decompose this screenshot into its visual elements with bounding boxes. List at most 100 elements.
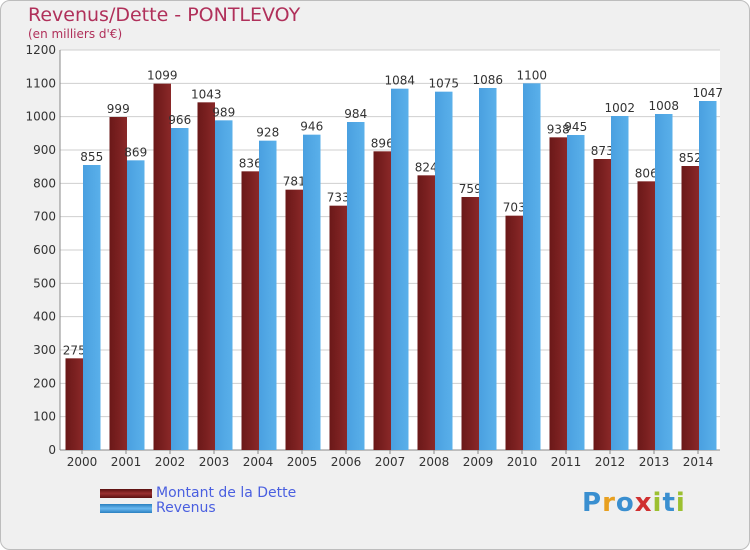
bar-dette [197, 102, 215, 450]
bar-dette [65, 358, 83, 450]
data-label-dette: 703 [503, 201, 526, 215]
x-tick-label: 2004 [243, 455, 274, 469]
bar-dette [549, 137, 567, 451]
y-tick-label: 1000 [25, 110, 56, 124]
data-label-revenus: 1075 [428, 77, 459, 91]
bar-revenus [435, 91, 453, 451]
data-label-dette: 852 [679, 151, 702, 165]
chart-title: Revenus/Dette - PONTLEVOY [28, 4, 301, 26]
bar-revenus [523, 83, 541, 450]
y-tick-label: 600 [33, 243, 56, 257]
legend-label-revenus: Revenus [156, 500, 216, 516]
y-tick-label: 300 [33, 343, 56, 357]
data-label-revenus: 1086 [472, 73, 503, 87]
data-label-revenus: 984 [344, 107, 367, 121]
data-label-dette: 999 [107, 102, 130, 116]
chart-subtitle: (en milliers d'€) [28, 27, 123, 41]
data-label-dette: 275 [63, 343, 86, 357]
y-tick-label: 200 [33, 376, 56, 390]
bar-dette [285, 189, 303, 450]
bar-revenus [655, 114, 673, 450]
bar-revenus [171, 128, 189, 450]
bar-revenus [259, 140, 277, 450]
bar-revenus [127, 160, 145, 451]
data-label-revenus: 1047 [692, 86, 723, 100]
data-label-revenus: 855 [80, 150, 103, 164]
data-label-dette: 1099 [147, 69, 178, 83]
data-label-revenus: 1100 [516, 68, 547, 82]
x-tick-label: 2003 [199, 455, 230, 469]
logo-letter: i [652, 488, 663, 518]
logo-letter: t [662, 488, 676, 518]
y-tick-label: 800 [33, 176, 56, 190]
x-tick-label: 2005 [287, 455, 318, 469]
bar-dette [329, 205, 347, 450]
x-tick-label: 2011 [551, 455, 582, 469]
legend-swatch-dette [100, 489, 152, 498]
x-tick-label: 2002 [155, 455, 186, 469]
data-label-revenus: 1084 [384, 74, 415, 88]
data-label-revenus: 966 [168, 113, 191, 127]
bar-revenus [567, 135, 585, 450]
x-tick-label: 2013 [639, 455, 670, 469]
logo-letter: i [675, 488, 686, 518]
y-tick-label: 1200 [25, 43, 56, 57]
logo-letter: o [615, 488, 635, 518]
bar-dette [241, 171, 259, 451]
data-label-dette: 781 [283, 175, 306, 189]
data-label-dette: 873 [591, 144, 614, 158]
logo-letter: P [582, 488, 603, 518]
legend-swatch-revenus [100, 504, 152, 513]
x-tick-label: 2009 [463, 455, 494, 469]
y-tick-label: 400 [33, 310, 56, 324]
y-tick-label: 500 [33, 276, 56, 290]
data-label-revenus: 928 [256, 126, 279, 140]
bar-revenus [215, 120, 233, 450]
data-label-dette: 733 [327, 191, 350, 205]
data-label-dette: 896 [371, 136, 394, 150]
y-tick-label: 0 [48, 443, 56, 457]
logo-letter: x [634, 488, 653, 518]
bar-dette [637, 181, 655, 451]
y-tick-label: 1100 [25, 76, 56, 90]
data-label-dette: 824 [415, 160, 438, 174]
bar-revenus [479, 88, 497, 450]
bar-dette [373, 151, 391, 451]
data-label-dette: 806 [635, 166, 658, 180]
x-tick-label: 2000 [67, 455, 98, 469]
y-tick-label: 900 [33, 143, 56, 157]
y-tick-label: 100 [33, 410, 56, 424]
bar-revenus [347, 122, 365, 450]
x-tick-label: 2010 [507, 455, 538, 469]
logo-letter: r [602, 488, 616, 518]
data-label-revenus: 989 [212, 105, 235, 119]
x-tick-label: 2001 [111, 455, 142, 469]
legend-label-dette: Montant de la Dette [156, 485, 297, 501]
data-label-revenus: 946 [300, 120, 323, 134]
x-tick-label: 2014 [683, 455, 714, 469]
bar-dette [109, 117, 127, 450]
x-tick-label: 2006 [331, 455, 362, 469]
x-tick-label: 2008 [419, 455, 450, 469]
bar-dette [505, 215, 523, 450]
bar-revenus [83, 165, 101, 450]
proxiti-logo: Proxiti [582, 488, 686, 518]
x-tick-label: 2007 [375, 455, 406, 469]
data-label-revenus: 945 [564, 120, 587, 134]
bar-dette [681, 166, 699, 450]
bar-revenus [611, 116, 629, 450]
data-label-dette: 836 [239, 156, 262, 170]
data-label-dette: 938 [547, 122, 570, 136]
x-tick-label: 2012 [595, 455, 626, 469]
data-label-revenus: 1002 [604, 101, 635, 115]
data-label-dette: 759 [459, 182, 482, 196]
bar-dette [417, 175, 435, 451]
bar-dette [153, 83, 171, 451]
bar-revenus [303, 134, 321, 450]
bar-dette [461, 197, 479, 450]
bar-revenus [699, 101, 717, 450]
data-label-revenus: 1008 [648, 99, 679, 113]
data-label-revenus: 869 [124, 145, 147, 159]
y-tick-label: 700 [33, 210, 56, 224]
